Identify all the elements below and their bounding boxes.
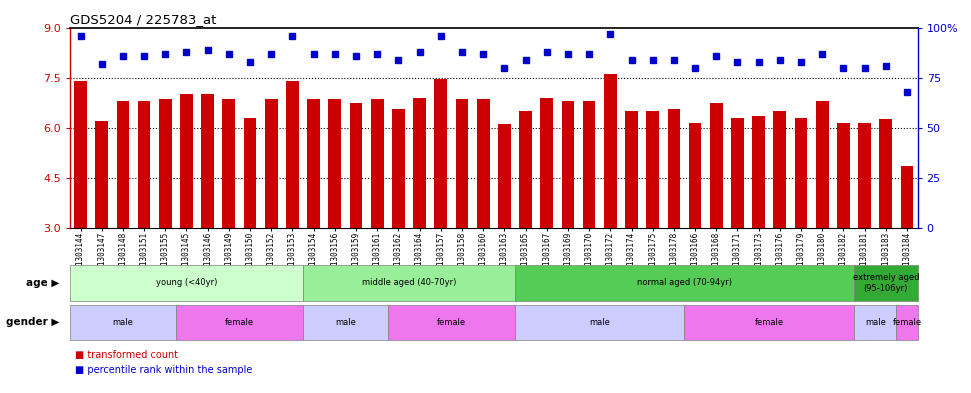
Bar: [854, 305, 896, 340]
Text: female: female: [437, 318, 466, 327]
Bar: [265, 99, 278, 228]
Bar: [328, 99, 341, 228]
Bar: [350, 103, 362, 228]
Bar: [901, 166, 914, 228]
Bar: [222, 99, 235, 228]
Bar: [176, 305, 303, 340]
Bar: [561, 101, 574, 228]
Bar: [604, 74, 617, 228]
Text: young (<40yr): young (<40yr): [155, 279, 218, 287]
Text: female: female: [892, 318, 921, 327]
Text: female: female: [754, 318, 784, 327]
Bar: [70, 305, 176, 340]
Text: male: male: [335, 318, 355, 327]
Bar: [583, 101, 595, 228]
Text: male: male: [865, 318, 886, 327]
Bar: [477, 99, 489, 228]
Bar: [515, 265, 854, 301]
Text: ■ transformed count: ■ transformed count: [75, 350, 178, 360]
Bar: [515, 305, 685, 340]
Bar: [774, 111, 787, 228]
Bar: [286, 81, 299, 228]
Bar: [244, 118, 256, 228]
Bar: [519, 111, 532, 228]
Bar: [880, 119, 892, 228]
Bar: [387, 305, 515, 340]
Bar: [816, 101, 828, 228]
Text: GDS5204 / 225783_at: GDS5204 / 225783_at: [70, 13, 217, 26]
Bar: [753, 116, 765, 228]
Bar: [625, 111, 638, 228]
Bar: [307, 99, 320, 228]
Bar: [858, 123, 871, 228]
Text: extremely aged
(95-106yr): extremely aged (95-106yr): [853, 273, 920, 293]
Bar: [541, 98, 553, 228]
Text: normal aged (70-94yr): normal aged (70-94yr): [637, 279, 732, 287]
Bar: [303, 265, 515, 301]
Text: gender ▶: gender ▶: [6, 317, 59, 327]
Bar: [896, 305, 918, 340]
Bar: [138, 101, 151, 228]
Bar: [392, 109, 405, 228]
Text: age ▶: age ▶: [26, 278, 59, 288]
Text: male: male: [113, 318, 133, 327]
Text: ■ percentile rank within the sample: ■ percentile rank within the sample: [75, 365, 252, 375]
Bar: [455, 99, 468, 228]
Text: middle aged (40-70yr): middle aged (40-70yr): [362, 279, 456, 287]
Bar: [710, 103, 722, 228]
Bar: [159, 99, 172, 228]
Bar: [95, 121, 108, 228]
Bar: [667, 109, 681, 228]
Bar: [794, 118, 808, 228]
Bar: [414, 98, 426, 228]
Bar: [688, 123, 701, 228]
Text: female: female: [225, 318, 254, 327]
Bar: [731, 118, 744, 228]
Bar: [434, 79, 447, 228]
Bar: [685, 305, 854, 340]
Text: male: male: [589, 318, 610, 327]
Bar: [854, 265, 918, 301]
Bar: [837, 123, 850, 228]
Bar: [303, 305, 387, 340]
Bar: [180, 94, 193, 228]
Bar: [371, 99, 384, 228]
Bar: [74, 81, 86, 228]
Bar: [201, 94, 214, 228]
Bar: [117, 101, 129, 228]
Bar: [498, 125, 511, 228]
Bar: [647, 111, 659, 228]
Bar: [70, 265, 303, 301]
